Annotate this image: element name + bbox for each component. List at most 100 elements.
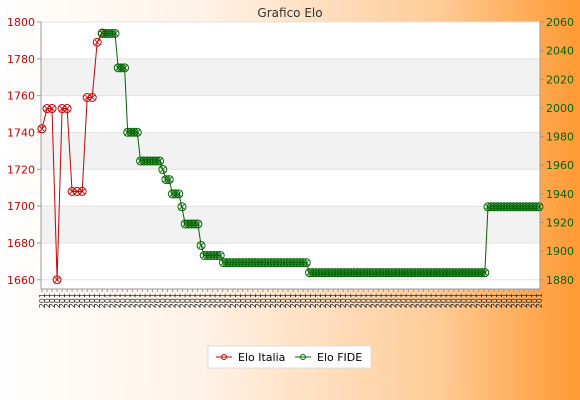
data-point <box>253 258 263 268</box>
data-point <box>266 258 276 268</box>
x-tick-label: 201 <box>465 293 474 308</box>
legend-marker <box>221 354 227 360</box>
legend-item: Elo Italia <box>216 351 285 364</box>
data-point <box>231 258 241 268</box>
x-tick-label: 201 <box>495 293 504 308</box>
data-point-cross <box>160 166 166 173</box>
data-point <box>448 268 458 278</box>
data-point-cross <box>536 203 542 210</box>
data-point <box>432 268 442 278</box>
x-tick-label: 201 <box>430 293 439 308</box>
x-tick-label: 201 <box>83 293 92 308</box>
data-point <box>193 219 203 229</box>
right-tick-label: 2060 <box>546 16 574 29</box>
data-point <box>435 268 445 278</box>
data-point <box>445 268 455 278</box>
plot-area <box>41 22 540 289</box>
data-point <box>47 104 57 114</box>
data-point <box>397 268 407 278</box>
data-point <box>183 219 193 229</box>
legend-label: Elo FIDE <box>317 351 362 364</box>
left-tick-label: 1740 <box>7 126 35 139</box>
x-tick-label: 201 <box>174 293 183 308</box>
x-tick-label: 201 <box>254 293 263 308</box>
right-tick-label: 1980 <box>546 131 574 144</box>
x-tick-label: 201 <box>525 293 534 308</box>
data-point <box>260 258 270 268</box>
data-point <box>202 250 212 260</box>
series-layer <box>37 28 544 285</box>
x-tick-label: 201 <box>354 293 363 308</box>
data-point <box>371 268 381 278</box>
chart-title: Grafico Elo <box>257 6 322 20</box>
data-point <box>164 175 174 185</box>
data-point-cross <box>482 269 488 276</box>
data-point <box>196 240 206 250</box>
x-tick-label: 201 <box>244 293 253 308</box>
x-tick-label: 201 <box>224 293 233 308</box>
data-point-cross <box>49 105 55 112</box>
legend-marker <box>300 354 306 360</box>
data-point-cross <box>54 277 60 283</box>
data-point <box>343 268 353 278</box>
data-point <box>480 268 490 278</box>
data-point <box>330 268 340 278</box>
x-tick-label: 201 <box>520 293 529 308</box>
data-point <box>292 258 302 268</box>
x-tick-label: 201 <box>435 293 444 308</box>
x-tick-label: 201 <box>389 293 398 308</box>
data-point <box>384 268 394 278</box>
left-tick-label: 1680 <box>7 237 35 250</box>
data-point <box>308 268 318 278</box>
x-tick-label: 201 <box>409 293 418 308</box>
data-point <box>135 156 145 166</box>
x-tick-label: 201 <box>229 293 238 308</box>
data-point-cross <box>303 259 310 266</box>
data-point <box>67 186 77 196</box>
data-point-cross <box>89 94 95 101</box>
x-tick-label: 201 <box>364 293 373 308</box>
left-tick-label: 1780 <box>7 53 35 66</box>
data-point-cross <box>195 221 201 227</box>
data-point <box>289 258 299 268</box>
data-point <box>422 268 432 278</box>
x-tick-label: 201 <box>88 293 97 308</box>
x-tick-label: 201 <box>490 293 499 308</box>
data-point <box>429 268 439 278</box>
data-point <box>442 268 452 278</box>
left-tick-label: 1760 <box>7 90 35 103</box>
data-point <box>155 156 165 166</box>
x-tick-label: 201 <box>128 293 137 308</box>
data-point <box>110 28 120 38</box>
data-point <box>171 189 181 199</box>
data-point <box>87 92 97 102</box>
data-point <box>77 186 87 196</box>
data-point <box>234 258 244 268</box>
x-tick-label: 201 <box>289 293 298 308</box>
data-point <box>104 28 114 38</box>
x-tick-label: 201 <box>93 293 102 308</box>
x-tick-label: 201 <box>113 293 122 308</box>
x-tick-label: 201 <box>404 293 413 308</box>
x-tick-label: 201 <box>118 293 127 308</box>
data-point <box>161 175 171 185</box>
data-point <box>174 189 184 199</box>
x-tick-label: 201 <box>68 293 77 308</box>
data-point <box>82 92 92 102</box>
x-tick-label: 201 <box>294 293 303 308</box>
right-tick-label: 2000 <box>546 102 574 115</box>
data-point <box>72 186 82 196</box>
data-point <box>225 258 235 268</box>
x-tick-label: 201 <box>470 293 479 308</box>
data-point <box>228 258 238 268</box>
data-point <box>521 202 531 212</box>
data-point-cross <box>217 252 223 259</box>
data-point <box>403 268 413 278</box>
x-axis-ticks: 2012012012012012012012012012012012012012… <box>38 289 544 308</box>
data-point <box>454 268 464 278</box>
data-point-cross <box>134 129 141 136</box>
x-tick-label: 201 <box>344 293 353 308</box>
data-point <box>477 268 487 278</box>
data-point <box>368 268 378 278</box>
x-tick-label: 201 <box>394 293 403 308</box>
